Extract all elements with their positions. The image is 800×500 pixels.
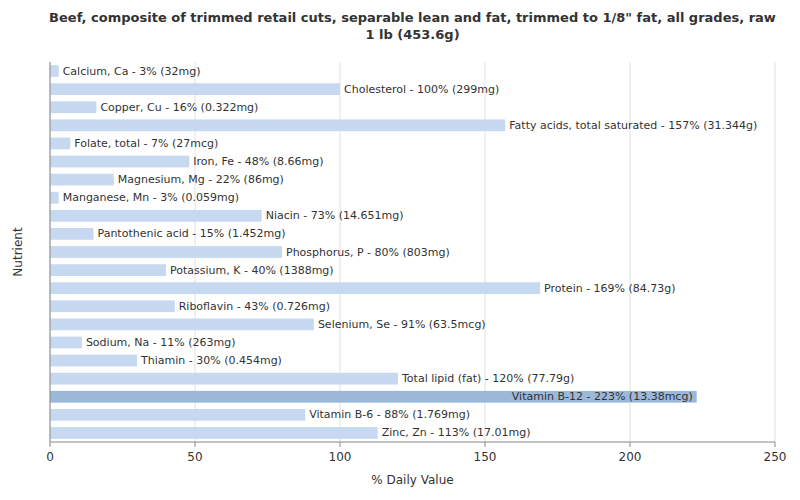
bar: [50, 246, 282, 258]
tick-mark: [195, 442, 196, 447]
bar-label: Fatty acids, total saturated - 157% (31.…: [509, 119, 757, 132]
bar: [50, 83, 340, 95]
tick-label: 100: [329, 450, 352, 464]
tick-mark: [630, 442, 631, 447]
bar: [50, 427, 378, 439]
bar: [50, 174, 114, 186]
bar: [50, 210, 262, 222]
tick-mark: [50, 442, 51, 447]
tick-label: 150: [474, 450, 497, 464]
title: Beef, composite of trimmed retail cuts, …: [49, 10, 776, 42]
bar: [50, 65, 59, 77]
bar-label: Zinc, Zn - 113% (17.01mg): [382, 426, 531, 439]
tick-label: 250: [764, 450, 787, 464]
bar-label: Potassium, K - 40% (1388mg): [170, 264, 334, 277]
bar: [50, 355, 137, 367]
bar: [50, 119, 505, 131]
tick-label: 0: [46, 450, 54, 464]
tick-label: 50: [187, 450, 202, 464]
bar-label: Folate, total - 7% (27mcg): [74, 137, 218, 150]
bar-label: Riboflavin - 43% (0.726mg): [179, 300, 330, 313]
bar: [50, 192, 59, 204]
bar: [50, 282, 540, 294]
bar: [50, 319, 314, 331]
bar-label: Vitamin B-12 - 223% (13.38mcg): [512, 390, 693, 403]
grid: [50, 62, 775, 442]
bar: [50, 373, 398, 385]
bar: [50, 156, 189, 168]
bar-label: Magnesium, Mg - 22% (86mg): [118, 173, 284, 186]
y-axis-line: [50, 62, 51, 442]
bar-label: Thiamin - 30% (0.454mg): [140, 354, 282, 367]
tick-mark: [775, 442, 776, 447]
bar: [50, 337, 82, 349]
bar-label: Protein - 169% (84.73g): [544, 282, 676, 295]
bar-label: Niacin - 73% (14.651mg): [266, 209, 404, 222]
bar-label: Vitamin B-6 - 88% (1.769mg): [309, 408, 470, 421]
bar: [50, 300, 175, 312]
bar-label: Total lipid (fat) - 120% (77.79g): [401, 372, 574, 385]
bar-label: Cholesterol - 100% (299mg): [344, 83, 499, 96]
bar-label: Iron, Fe - 48% (8.66mg): [193, 155, 323, 168]
bar-label: Phosphorus, P - 80% (803mg): [286, 246, 450, 259]
bar: [50, 391, 697, 403]
tick-mark: [340, 442, 341, 447]
bar-label: Manganese, Mn - 3% (0.059mg): [63, 191, 239, 204]
bar-label: Pantothenic acid - 15% (1.452mg): [98, 227, 286, 240]
bar-label: Calcium, Ca - 3% (32mg): [63, 65, 201, 78]
bar: [50, 409, 305, 421]
tick-mark: [485, 442, 486, 447]
chart: Beef, composite of trimmed retail cuts, …: [0, 0, 800, 500]
bar: [50, 228, 94, 240]
bar: [50, 264, 166, 276]
tick-label: 200: [619, 450, 642, 464]
y-axis-label: Nutrient: [11, 227, 25, 277]
grid-line: [775, 62, 776, 442]
x-axis-label: % Daily Value: [371, 473, 453, 487]
bar-label: Sodium, Na - 11% (263mg): [86, 336, 236, 349]
bar: [50, 138, 70, 150]
bar-labels: Calcium, Ca - 3% (32mg) Cholesterol - 100…: [63, 65, 758, 440]
bar: [50, 101, 96, 113]
grid-line: [50, 62, 51, 442]
bar-label: Copper, Cu - 16% (0.322mg): [100, 101, 258, 114]
x-axis-line: [50, 442, 775, 443]
bar-label: Selenium, Se - 91% (63.5mcg): [318, 318, 486, 331]
